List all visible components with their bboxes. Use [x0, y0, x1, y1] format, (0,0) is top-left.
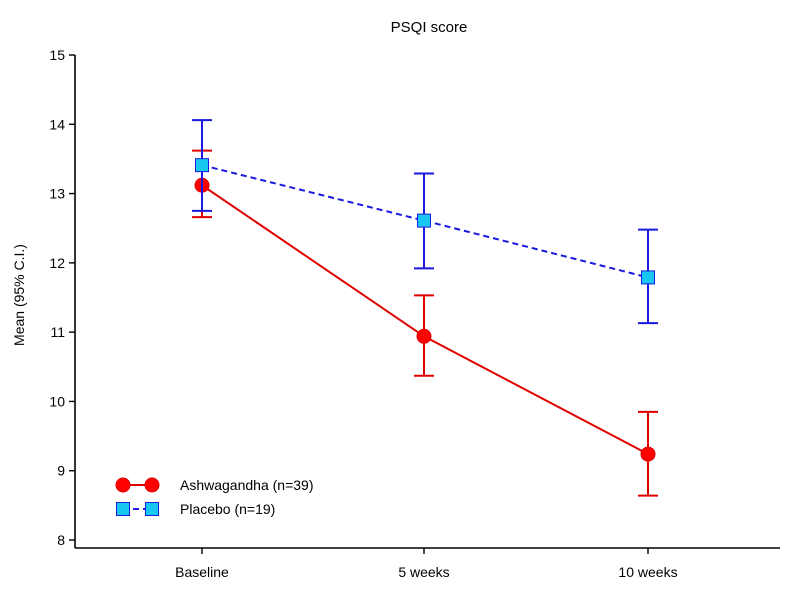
y-tick-label: 9 — [57, 463, 65, 479]
series-line — [201, 164, 649, 279]
y-tick-label: 14 — [49, 116, 65, 132]
data-point — [640, 446, 656, 462]
data-point — [416, 328, 432, 344]
legend-entry: Ashwagandha (n=39) — [115, 477, 314, 493]
y-tick-label: 10 — [49, 393, 65, 409]
legend-marker — [144, 477, 160, 493]
series-ashwagandha — [192, 149, 658, 497]
x-tick-label: Baseline — [175, 564, 229, 580]
legend-marker — [116, 502, 130, 516]
x-tick-label: 10 weeks — [618, 564, 677, 580]
y-tick-label: 13 — [49, 186, 65, 202]
y-tick-label: 11 — [50, 324, 65, 340]
y-axis-ticks: 8 9 10 11 12 13 14 15 — [49, 47, 75, 548]
chart-title: PSQI score — [391, 19, 468, 36]
legend-marker — [145, 502, 159, 516]
legend-marker — [115, 477, 131, 493]
data-point — [641, 270, 655, 285]
data-point — [195, 158, 209, 173]
y-axis-label: Mean (95% C.I.) — [11, 244, 27, 346]
y-tick-label: 15 — [49, 47, 65, 63]
x-tick-label: 5 weeks — [398, 564, 449, 580]
legend-label: Ashwagandha (n=39) — [180, 477, 314, 493]
legend: Ashwagandha (n=39) Placebo (n=19) — [115, 477, 314, 517]
legend-entry: Placebo (n=19) — [116, 501, 275, 517]
data-point — [417, 213, 431, 228]
x-axis-ticks: Baseline 5 weeks 10 weeks — [175, 548, 678, 580]
series-placebo — [192, 119, 658, 325]
legend-label: Placebo (n=19) — [180, 501, 275, 517]
y-tick-label: 8 — [57, 532, 65, 548]
y-tick-label: 12 — [49, 255, 65, 271]
series-layer — [192, 119, 658, 497]
